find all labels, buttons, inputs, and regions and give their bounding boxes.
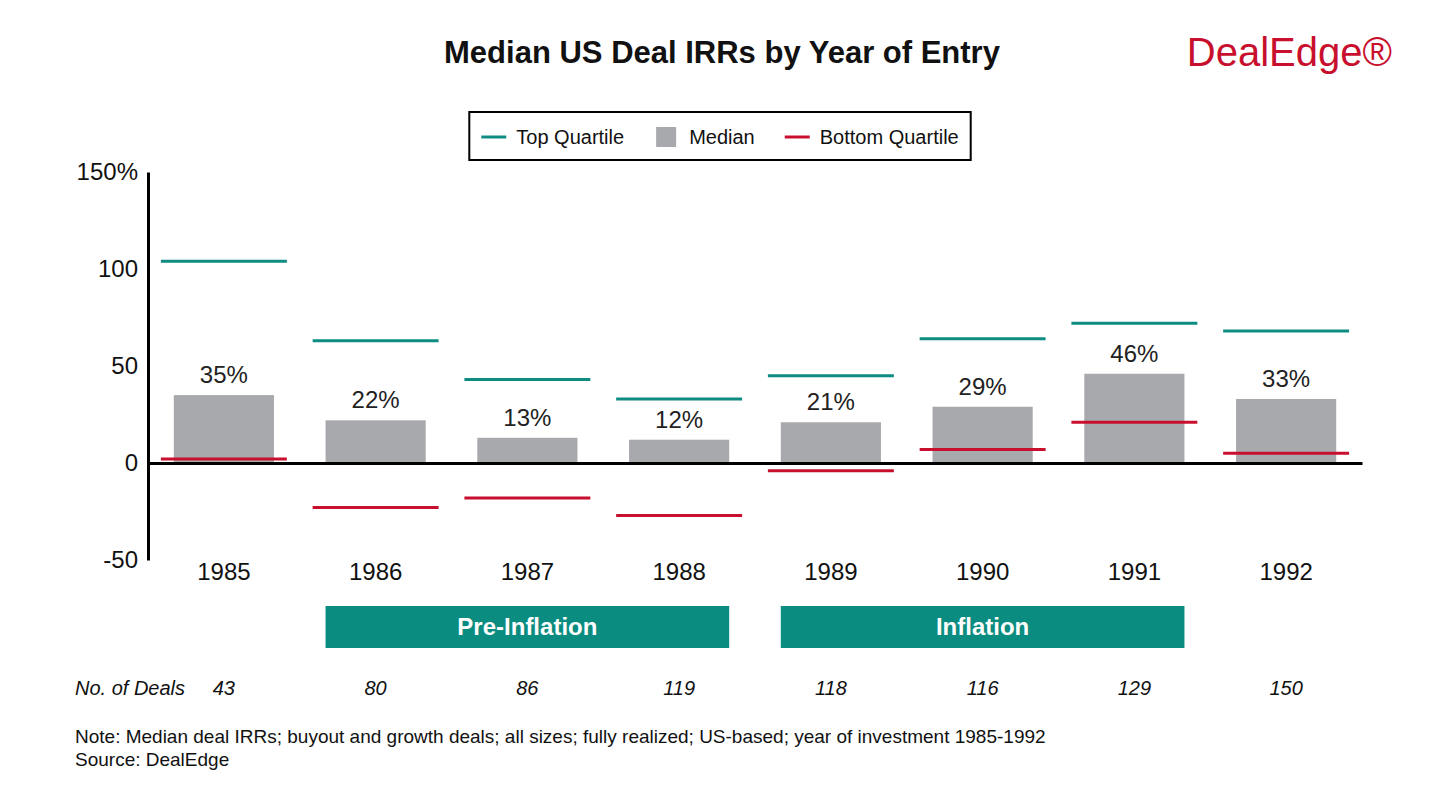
bar — [1084, 374, 1184, 463]
x-tick: 1987 — [501, 558, 554, 585]
x-tick-label: 1985 — [197, 558, 250, 585]
quartile-dash — [616, 514, 742, 517]
data-label: 22% — [352, 386, 400, 413]
x-tick: 1992 — [1259, 558, 1312, 585]
x-tick: 1985 — [197, 558, 250, 585]
notes: Note: Median deal IRRs; buyout and growt… — [75, 726, 1046, 770]
bar — [629, 440, 729, 463]
deal-count: 80 — [365, 677, 387, 699]
x-tick: 1990 — [956, 558, 1009, 585]
y-tick: 0 — [125, 449, 138, 476]
deal-count: 118 — [815, 677, 847, 699]
y-axis-line — [147, 173, 150, 561]
chart: Median US Deal IRRs by Year of Entry Deal… — [0, 0, 1440, 810]
x-tick-label: 1987 — [501, 558, 554, 585]
legend: Top Quartile Median Bottom Quartile — [469, 112, 970, 160]
deal-count: 119 — [663, 677, 695, 699]
y-tick-label: 0 — [125, 449, 138, 476]
x-tick: 1988 — [652, 558, 705, 585]
quartile-dash — [161, 458, 287, 461]
x-tick: 1991 — [1108, 558, 1161, 585]
period-label: Pre-Inflation — [457, 613, 597, 640]
legend-item: Median — [656, 126, 755, 148]
data-label: 33% — [1262, 365, 1310, 392]
deal-counts: No. of Deals 43 80 86 119 118 116 129 150 — [75, 677, 1303, 699]
quartile-dash — [464, 496, 590, 499]
deal-count: 86 — [516, 677, 539, 699]
legend-item: Bottom Quartile — [785, 126, 959, 148]
y-tick-label: 100 — [98, 255, 138, 282]
data-label: 12% — [655, 406, 703, 433]
legend-swatch — [481, 136, 506, 139]
y-tick: 150% — [77, 158, 138, 185]
data-labels: 35% 22% 13% 12% 21% 29% 46% 33% — [200, 340, 1310, 433]
legend-swatch — [656, 127, 676, 147]
bar — [477, 438, 577, 463]
periods: Pre-Inflation Inflation — [326, 606, 1185, 648]
legend-box — [469, 112, 970, 160]
deal-count: 129 — [1118, 677, 1151, 699]
data-label: 29% — [959, 373, 1007, 400]
y-axis: 150% 100 50 0 -50 — [77, 158, 149, 573]
series-2 — [161, 422, 1349, 515]
deal-count-label: No. of Deals — [75, 677, 185, 699]
deal-count: 116 — [967, 677, 1000, 699]
quartile-dash — [616, 397, 742, 400]
quartile-dash — [920, 448, 1046, 451]
data-label: 13% — [503, 404, 551, 431]
x-tick: 1986 — [349, 558, 402, 585]
y-tick-label: 50 — [111, 352, 138, 379]
quartile-dash — [768, 469, 894, 472]
quartile-dash — [161, 260, 287, 263]
quartile-dash — [1223, 452, 1349, 455]
x-tick: 1989 — [804, 558, 857, 585]
x-tick-label: 1989 — [804, 558, 857, 585]
deal-count: 150 — [1269, 677, 1302, 699]
quartile-dash — [1071, 421, 1197, 424]
x-tick-label: 1992 — [1259, 558, 1312, 585]
quartile-dash — [920, 337, 1046, 340]
y-tick-label: -50 — [103, 546, 138, 573]
title: Median US Deal IRRs by Year of Entry — [444, 35, 1001, 70]
zero-baseline — [149, 462, 1363, 465]
bar — [781, 422, 881, 463]
note: Note: Median deal IRRs; buyout and growt… — [75, 726, 1046, 747]
y-tick: -50 — [103, 546, 138, 573]
data-label: 46% — [1110, 340, 1158, 367]
x-axis: 1985 1986 1987 1988 1989 1990 1991 1992 — [149, 464, 1363, 586]
legend-label: Median — [689, 126, 755, 148]
x-tick-label: 1988 — [652, 558, 705, 585]
y-tick: 100 — [98, 255, 138, 282]
period-band — [781, 606, 1185, 648]
period-label: Inflation — [936, 613, 1029, 640]
data-label: 35% — [200, 361, 248, 388]
data-label: 21% — [807, 388, 855, 415]
period-band — [326, 606, 730, 648]
plot-area — [161, 261, 1349, 515]
x-tick-label: 1991 — [1108, 558, 1161, 585]
legend-item: Top Quartile — [481, 126, 624, 148]
quartile-dash — [1071, 322, 1197, 325]
note: Source: DealEdge — [75, 749, 229, 770]
quartile-dash — [313, 506, 439, 509]
bar — [326, 420, 426, 463]
quartile-dash — [1223, 330, 1349, 333]
bar — [174, 395, 274, 463]
deal-count: 43 — [213, 677, 235, 699]
legend-swatch — [785, 136, 810, 139]
x-tick-label: 1986 — [349, 558, 402, 585]
series-1 — [174, 374, 1336, 463]
legend-label: Bottom Quartile — [820, 126, 959, 148]
y-tick: 50 — [111, 352, 138, 379]
brand: DealEdge® — [1187, 30, 1392, 74]
quartile-dash — [464, 378, 590, 381]
bar — [933, 407, 1033, 463]
quartile-dash — [313, 339, 439, 342]
x-tick-label: 1990 — [956, 558, 1009, 585]
legend-label: Top Quartile — [516, 126, 624, 148]
y-tick-label: 150% — [77, 158, 138, 185]
quartile-dash — [768, 374, 894, 377]
